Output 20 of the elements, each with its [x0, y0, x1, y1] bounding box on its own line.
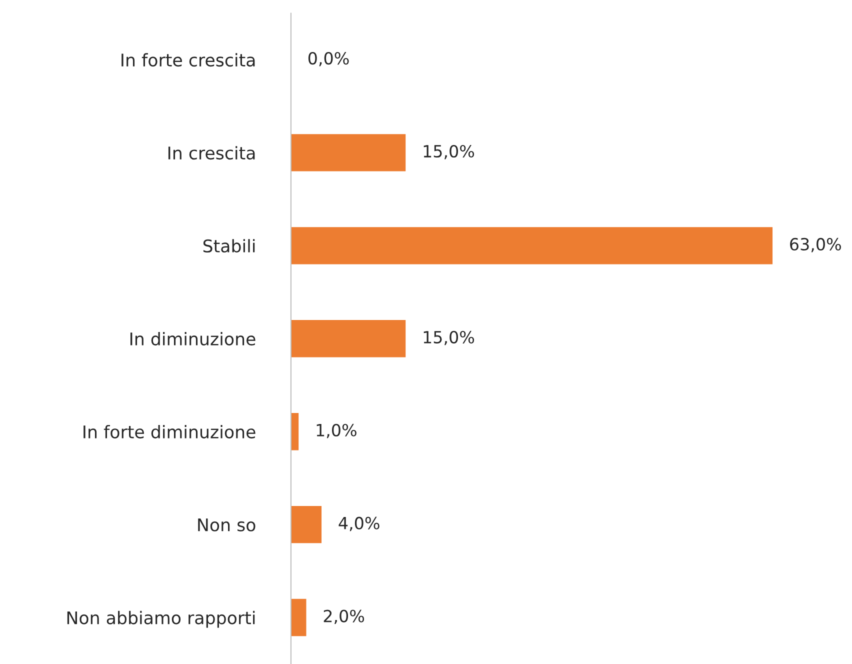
data-label: 1,0% — [316, 424, 356, 438]
data-label: 2,0% — [324, 610, 364, 624]
data-label: 63,0% — [790, 238, 841, 252]
data-label: 15,0% — [424, 144, 474, 160]
y-tick-label: Non abbiamo rapporti — [67, 610, 255, 628]
y-tick-label: In crescita — [168, 146, 255, 160]
y-tick-label: In forte diminuzione — [84, 425, 256, 438]
y-tick-label: Non so — [198, 518, 256, 532]
bar — [290, 134, 406, 172]
bar — [290, 413, 299, 450]
y-tick-label: In diminuzione — [130, 332, 256, 346]
y-tick-label: Stabili — [203, 239, 255, 253]
data-label: 15,0% — [424, 330, 474, 346]
data-label: 4,0% — [338, 516, 380, 532]
bar — [290, 598, 306, 636]
bar — [290, 320, 406, 358]
data-label: 0,0% — [308, 52, 349, 66]
y-tick-label: In forte crescita — [122, 53, 255, 67]
bar — [290, 506, 322, 544]
bar — [290, 227, 773, 264]
